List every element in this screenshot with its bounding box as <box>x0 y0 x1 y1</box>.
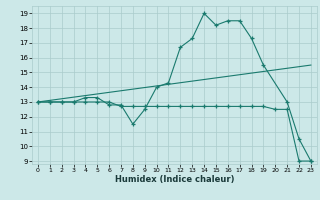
X-axis label: Humidex (Indice chaleur): Humidex (Indice chaleur) <box>115 175 234 184</box>
